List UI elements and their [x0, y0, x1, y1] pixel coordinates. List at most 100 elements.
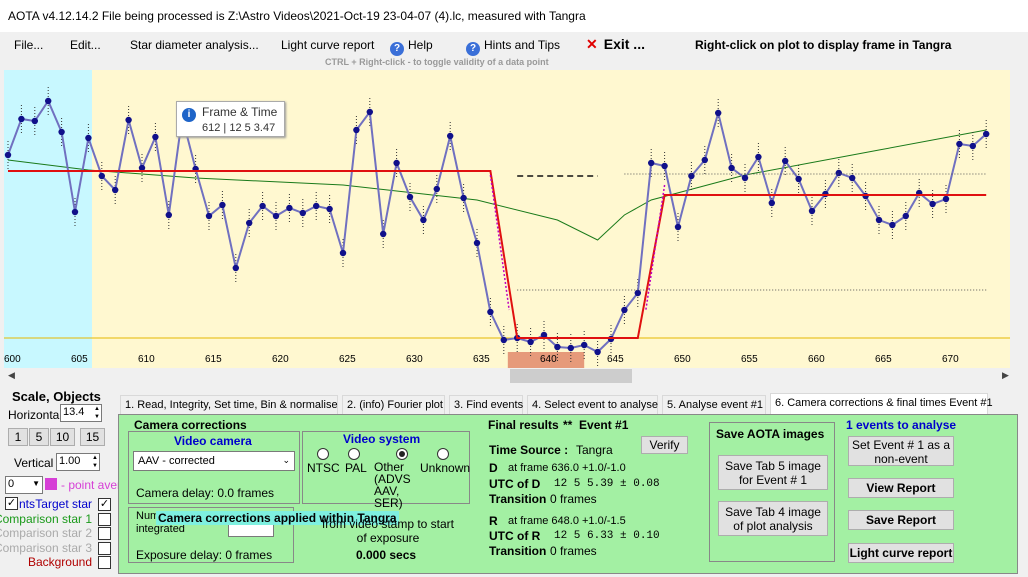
- save-images-group: [709, 422, 835, 562]
- radio-pal[interactable]: [348, 448, 360, 460]
- horizontal-scale-input[interactable]: 13.4 ▲ ▼: [60, 404, 102, 422]
- menu-exit-label: Exit ...: [603, 36, 645, 52]
- data-point: [755, 153, 762, 161]
- data-point: [420, 216, 427, 224]
- exposure-delay: Exposure delay: 0 frames: [136, 548, 272, 562]
- menu-star-diameter[interactable]: Star diameter analysis...: [130, 38, 259, 52]
- data-point: [272, 212, 280, 220]
- point-average-value: 0: [8, 478, 15, 490]
- point-average-select[interactable]: 0 ▼: [5, 476, 43, 494]
- tab-1[interactable]: 1. Read, Integrity, Set time, Bin & norm…: [120, 395, 338, 415]
- save-tab5-button[interactable]: Save Tab 5 image for Event # 1: [718, 455, 828, 490]
- tooltip-title: Frame & Time: [202, 105, 278, 119]
- vertical-label: Vertical: [14, 456, 54, 470]
- object-label: Background: [27, 555, 92, 569]
- data-point: [594, 348, 601, 356]
- verify-button[interactable]: Verify: [641, 436, 688, 454]
- chevron-down-icon: ▼: [32, 479, 40, 488]
- zoom-button-5[interactable]: 5: [29, 428, 49, 446]
- data-point: [286, 204, 293, 212]
- tab-6[interactable]: 6. Camera corrections & final times Even…: [770, 393, 993, 415]
- objects-master-checkbox[interactable]: ✓: [5, 497, 18, 510]
- view-report-button[interactable]: View Report: [848, 478, 954, 498]
- x-tick-label: 630: [406, 354, 423, 365]
- zoom-button-10[interactable]: 10: [50, 428, 75, 446]
- data-point: [889, 221, 896, 229]
- data-point: [58, 128, 65, 136]
- transition-r-label: Transition: [489, 544, 547, 558]
- object-checkbox[interactable]: ✓: [98, 498, 111, 511]
- tab-4[interactable]: 4. Select event to analyse: [527, 395, 658, 415]
- utc-d-value: 12 5 5.39 ± 0.08: [554, 478, 660, 490]
- camera-select[interactable]: AAV - corrected ⌄: [133, 451, 295, 471]
- right-click-note: Right-click on plot to display frame in …: [695, 38, 952, 52]
- menu-help[interactable]: ? Help: [390, 38, 433, 56]
- x-tick-label: 650: [674, 354, 691, 365]
- data-point: [406, 193, 414, 201]
- final-results-event-label: Event #1: [579, 418, 629, 432]
- tab-3[interactable]: 3. Find events: [449, 395, 523, 415]
- radio-other[interactable]: [396, 448, 408, 460]
- radio-ntsc[interactable]: [317, 448, 329, 460]
- video-system-group: [302, 431, 470, 504]
- hints-icon: ?: [466, 42, 480, 56]
- menu-hints[interactable]: ? Hints and Tips: [466, 38, 560, 56]
- offset-value: 0.000 secs: [356, 548, 417, 562]
- exposure-group: [128, 507, 294, 563]
- camera-delay: Camera delay: 0.0 frames: [136, 486, 275, 500]
- object-label: Target star: [35, 497, 92, 511]
- light-curve-report-button[interactable]: Light curve report: [848, 543, 954, 563]
- data-point: [460, 194, 467, 202]
- r-frame: at frame 648.0 +1.0/-1.5: [508, 515, 626, 527]
- data-point: [31, 117, 38, 125]
- data-point: [219, 201, 226, 209]
- scroll-left-icon[interactable]: ◀: [8, 370, 15, 380]
- plot-hint: CTRL + Right-click - to toggle validity …: [325, 57, 549, 67]
- data-point: [567, 344, 574, 352]
- data-point: [715, 109, 722, 117]
- zoom-button-1[interactable]: 1: [8, 428, 28, 446]
- object-checkbox[interactable]: [98, 556, 111, 569]
- object-checkbox[interactable]: [98, 541, 111, 555]
- object-checkbox[interactable]: [98, 512, 111, 526]
- window-title: AOTA v4.12.14.2 File being processed is …: [8, 9, 586, 23]
- save-report-button[interactable]: Save Report: [848, 510, 954, 530]
- scrollbar-thumb[interactable]: [510, 369, 632, 383]
- vertical-scale-value: 1.00: [59, 455, 81, 467]
- object-checkbox[interactable]: [98, 527, 111, 540]
- x-tick-label: 645: [607, 354, 624, 365]
- data-point: [661, 162, 668, 170]
- point-average-swatch: [45, 478, 57, 490]
- data-point: [487, 308, 494, 316]
- data-point: [380, 230, 387, 238]
- save-tab4-button[interactable]: Save Tab 4 image of plot analysis: [718, 501, 828, 536]
- radio-unknown[interactable]: [437, 448, 449, 460]
- tab-2[interactable]: 2. (info) Fourier plot: [342, 395, 445, 415]
- plot-background: [4, 70, 1010, 368]
- x-tick-label: 625: [339, 354, 356, 365]
- data-point: [808, 207, 816, 215]
- chevron-down-icon: ⌄: [282, 455, 290, 465]
- light-curve-plot[interactable]: [4, 70, 1010, 368]
- data-point: [447, 132, 454, 140]
- zoom-button-15[interactable]: 15: [80, 428, 105, 446]
- menu-edit[interactable]: Edit...: [70, 38, 101, 52]
- data-point: [540, 331, 548, 339]
- data-point: [581, 341, 588, 349]
- data-point: [4, 151, 12, 159]
- time-source-label: Time Source :: [489, 443, 569, 457]
- tab-5[interactable]: 5. Analyse event #1: [662, 395, 766, 415]
- data-point: [875, 216, 883, 224]
- menu-file[interactable]: File...: [14, 38, 44, 52]
- menu-exit[interactable]: ✕ Exit ...: [586, 36, 645, 53]
- set-non-event-button[interactable]: Set Event # 1 as a non-event: [848, 436, 954, 466]
- vertical-scale-input[interactable]: 1.00 ▲ ▼: [56, 453, 100, 471]
- data-point: [728, 164, 735, 172]
- offset-label: from video stamp to start of exposure: [321, 517, 455, 545]
- data-point: [983, 130, 990, 138]
- spinner-arrows-icon: ▲ ▼: [94, 406, 100, 420]
- scroll-right-icon[interactable]: ▶: [1002, 370, 1009, 380]
- final-results-event: ** Event #1: [563, 418, 629, 432]
- menu-light-curve-report[interactable]: Light curve report: [281, 38, 375, 52]
- event-highlight: [507, 352, 585, 368]
